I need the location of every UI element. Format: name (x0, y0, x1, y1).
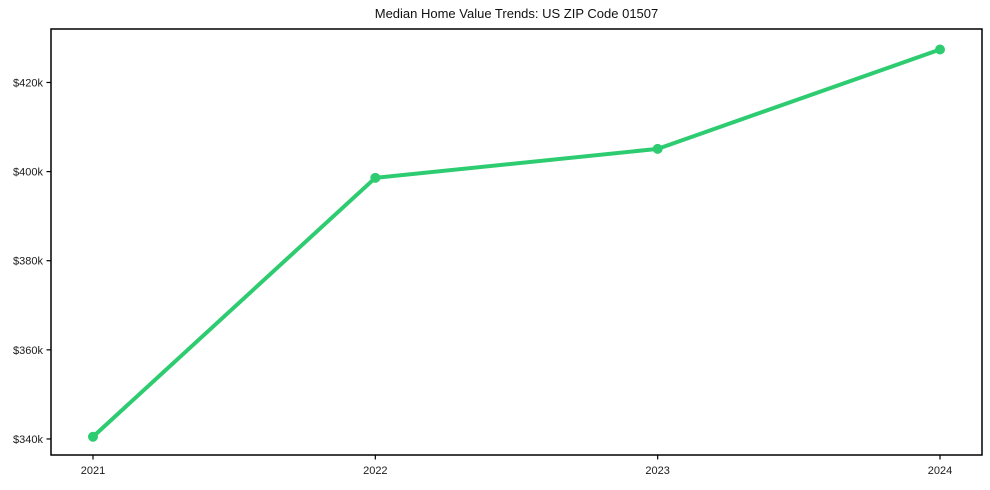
y-tick-label: $420k (13, 77, 43, 89)
y-tick-label: $340k (13, 434, 43, 446)
x-tick-label: 2021 (81, 465, 105, 477)
trend-line (91, 47, 942, 439)
y-tick-label: $400k (13, 167, 43, 179)
data-point-2022 (370, 172, 381, 183)
chart-title: Median Home Value Trends: US ZIP Code 01… (374, 6, 659, 21)
data-point-2024 (935, 44, 945, 55)
data-point-2021 (88, 431, 98, 442)
y-tick-label: $380k (13, 256, 43, 268)
y-tick-label: $360k (13, 345, 43, 357)
data-point-2023 (652, 143, 663, 154)
plot-border (50, 28, 983, 456)
x-tick-label: 2023 (645, 465, 669, 477)
x-tick-label: 2024 (928, 465, 952, 477)
x-tick-label: 2022 (363, 465, 387, 477)
